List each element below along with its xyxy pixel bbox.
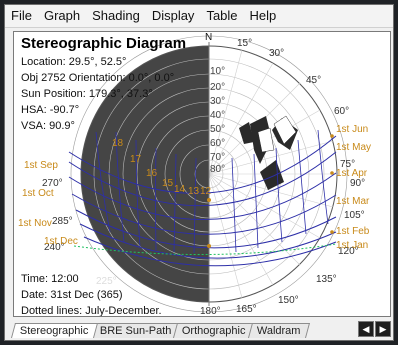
azimuth-label-75: 75° <box>340 159 356 170</box>
date-readout: Date: 31st Dec (365) <box>21 289 123 301</box>
dotted-lines-legend: Dotted lines: July-December. <box>21 305 162 317</box>
hour-label-13: 13 <box>188 186 200 197</box>
month-label-apr: 1st Apr <box>336 168 368 179</box>
application-window: File Graph Shading Display Table Help <box>4 4 394 341</box>
obstruction-fan <box>257 115 297 153</box>
azimuth-label-60: 60° <box>334 106 350 117</box>
azimuth-label-15: 15° <box>237 38 253 49</box>
vsa-readout: VSA: 90.9° <box>21 120 75 132</box>
stereographic-diagram[interactable] <box>14 32 390 316</box>
azimuth-label-225: 225° <box>96 276 117 287</box>
tab-stereographic-label: Stereographic <box>19 325 89 337</box>
view-tabs: Stereographic BRE Sun-Path Orthographic … <box>10 321 391 338</box>
tab-waldram[interactable]: Waldram <box>247 323 310 338</box>
altitude-label-30: 30° <box>210 96 226 107</box>
tab-stereographic[interactable]: Stereographic <box>10 323 98 338</box>
altitude-label-10: 10° <box>210 66 226 77</box>
diagram-title: Stereographic Diagram <box>21 35 187 52</box>
azimuth-ring <box>70 35 348 313</box>
azimuth-label-45: 45° <box>306 75 322 86</box>
hour-label-15: 15 <box>162 178 174 189</box>
azimuth-label-135: 135° <box>316 274 337 285</box>
hour-label-18: 18 <box>112 138 124 149</box>
menu-shading[interactable]: Shading <box>92 8 140 23</box>
hour-lines <box>95 129 329 254</box>
tab-orthographic[interactable]: Orthographic <box>173 323 255 338</box>
hour-label-14: 14 <box>174 184 186 195</box>
tab-prev-button[interactable]: ◀ <box>358 321 374 337</box>
altitude-label-50: 50° <box>210 124 226 135</box>
azimuth-label-285: 285° <box>52 216 73 227</box>
month-label-nov: 1st Nov <box>18 218 52 229</box>
azimuth-label-180: 180° <box>200 306 221 317</box>
location-readout: Location: 29.5°, 52.5° <box>21 56 127 68</box>
altitude-label-20: 20° <box>210 82 226 93</box>
tab-bre-sun-path-label: BRE Sun-Path <box>99 325 171 337</box>
orientation-readout: Obj 2752 Orientation: 0.0°, 0.0° <box>21 72 175 84</box>
azimuth-label-30: 30° <box>269 48 285 59</box>
hsa-readout: HSA: -90.7° <box>21 104 80 116</box>
month-label-may: 1st May <box>336 142 372 153</box>
menu-table[interactable]: Table <box>206 8 238 23</box>
azimuth-label-150: 150° <box>278 295 299 306</box>
diagram-canvas[interactable]: Stereographic Diagram Location: 29.5°, 5… <box>13 31 391 317</box>
month-label-jan: 1st Jan <box>336 240 369 251</box>
month-label-oct: 1st Oct <box>22 188 54 199</box>
north-label: N <box>205 32 213 43</box>
time-readout: Time: 12:00 <box>21 273 79 285</box>
tab-orthographic-label: Orthographic <box>181 325 246 337</box>
altitude-label-70: 70° <box>210 152 226 163</box>
sun-position-readout: Sun Position: 179.3°, 37.3° <box>21 88 153 100</box>
month-label-feb: 1st Feb <box>336 226 370 237</box>
altitude-label-60: 60° <box>210 138 226 149</box>
sun-path-markers <box>207 134 334 248</box>
month-label-mar: 1st Mar <box>336 196 370 207</box>
tab-bre-sun-path[interactable]: BRE Sun-Path <box>90 323 181 338</box>
altitude-label-40: 40° <box>210 110 226 121</box>
month-label-jun: 1st Jun <box>336 124 369 135</box>
hour-label-17: 17 <box>130 154 142 165</box>
menu-graph[interactable]: Graph <box>43 8 81 23</box>
tab-next-button[interactable]: ▶ <box>375 321 391 337</box>
azimuth-label-120: 120° <box>338 246 359 257</box>
menu-display[interactable]: Display <box>151 8 195 23</box>
azimuth-label-240: 240° <box>44 242 65 253</box>
tab-waldram-label: Waldram <box>256 325 301 337</box>
altitude-label-80: 80° <box>210 164 226 175</box>
tab-navigation: ◀ ▶ <box>357 321 391 337</box>
azimuth-label-90: 90° <box>350 178 366 189</box>
azimuth-label-270: 270° <box>42 178 63 189</box>
hour-label-16: 16 <box>146 168 158 179</box>
azimuth-label-165: 165° <box>236 304 257 315</box>
menu-bar: File Graph Shading Display Table Help <box>5 5 393 28</box>
month-label-dec: 1st Dec <box>44 236 78 247</box>
dotted-lines <box>73 243 337 256</box>
azimuth-label-105: 105° <box>344 210 365 221</box>
menu-file[interactable]: File <box>11 8 32 23</box>
month-label-sep: 1st Sep <box>24 160 58 171</box>
menu-help[interactable]: Help <box>249 8 277 23</box>
hour-label-12: 12 <box>200 186 212 197</box>
